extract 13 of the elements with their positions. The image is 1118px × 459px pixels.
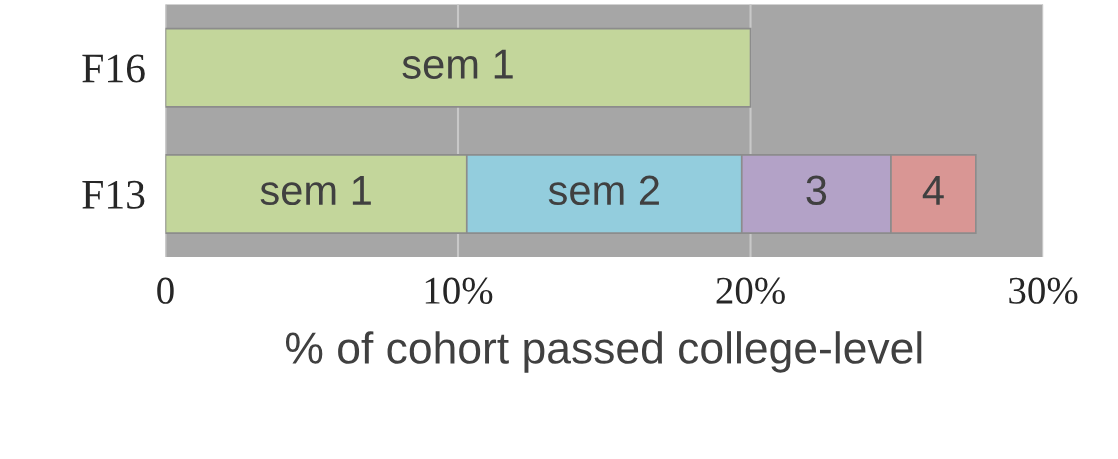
series-label: 4	[922, 176, 944, 205]
text: sem 1	[402, 49, 513, 79]
x-tick-label: 0	[157, 277, 174, 304]
y-tick-label: F13	[82, 180, 145, 209]
x-tick-label: 20%	[716, 277, 785, 304]
series-label: 3	[806, 175, 827, 206]
x-tick-label: 30%	[1009, 277, 1078, 304]
x-axis-title: % of cohort passed college-level	[285, 331, 922, 373]
x-tick-label: 10%	[425, 277, 493, 304]
bar	[165, 27, 752, 108]
y-tick-label: F16	[82, 54, 145, 83]
series-label: sem 2	[548, 175, 659, 206]
series-label: sem 1	[260, 176, 371, 206]
